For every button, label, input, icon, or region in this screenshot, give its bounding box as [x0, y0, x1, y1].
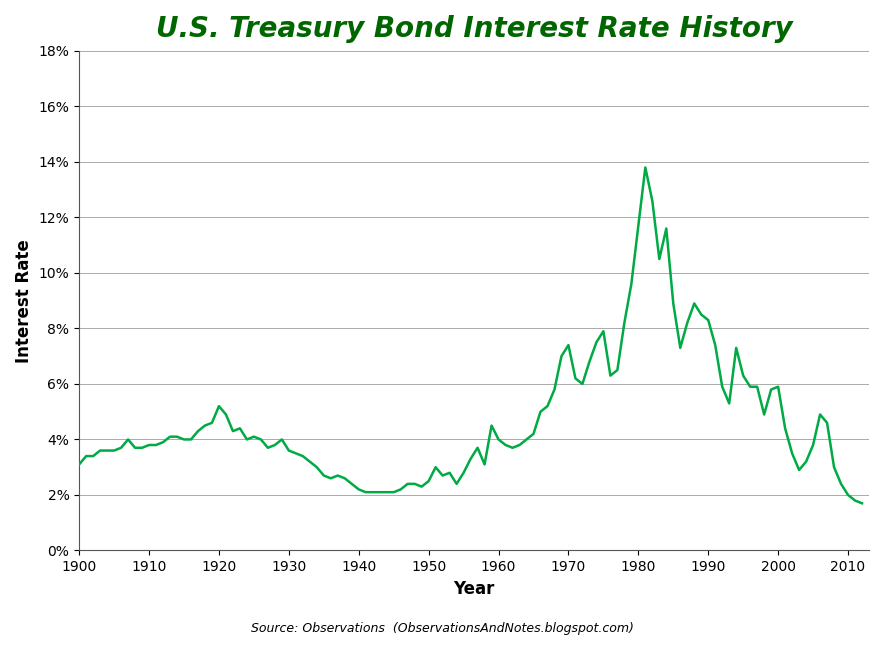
Text: Source: Observations  (ObservationsAndNotes.blogspot.com): Source: Observations (ObservationsAndNot… — [250, 622, 634, 635]
X-axis label: Year: Year — [453, 580, 495, 598]
Y-axis label: Interest Rate: Interest Rate — [15, 239, 33, 362]
Title: U.S. Treasury Bond Interest Rate History: U.S. Treasury Bond Interest Rate History — [156, 15, 792, 43]
